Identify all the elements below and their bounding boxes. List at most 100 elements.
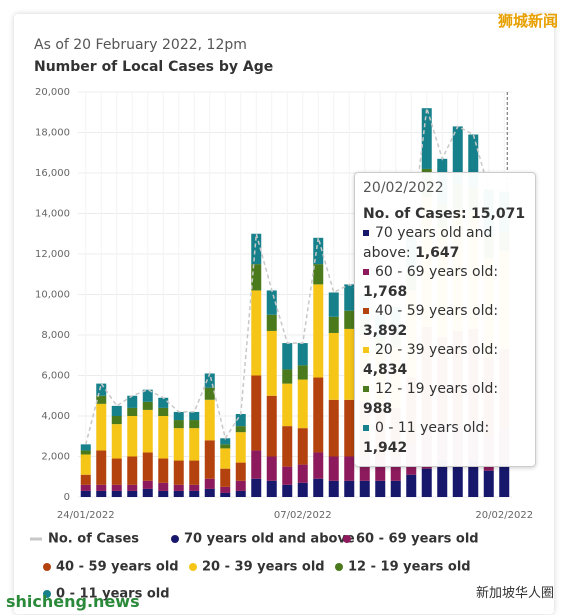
legend-swatch: [343, 535, 351, 543]
bar-segment: [142, 452, 153, 481]
tooltip-date: 20/02/2022: [363, 180, 444, 196]
bar-segment: [235, 480, 246, 491]
bar-segment: [220, 492, 231, 497]
bar-segment: [297, 464, 308, 483]
bar-segment: [204, 387, 215, 400]
bar-segment: [220, 444, 231, 449]
tooltip-item: 20 - 39 years old: 4,834: [363, 341, 529, 380]
bar-segment: [204, 488, 215, 497]
tooltip-swatch: [363, 269, 369, 275]
bar-segment: [251, 450, 262, 479]
y-tick-label: 20,000: [35, 87, 70, 98]
legend-swatch: [171, 535, 179, 543]
tooltip-item-value: 988: [363, 400, 393, 417]
chart-subtitle: As of 20 February 2022, 12pm: [34, 37, 247, 53]
bar-segment: [282, 369, 293, 384]
bar-segment: [80, 454, 91, 475]
legend-swatch: [189, 563, 197, 571]
y-tick-label: 6,000: [41, 371, 70, 382]
bar-segment: [421, 108, 432, 169]
legend-swatch: [43, 563, 51, 571]
bar-segment: [80, 444, 91, 451]
bar-segment: [111, 490, 122, 497]
bar-segment: [359, 480, 370, 497]
bar-segment: [173, 484, 184, 491]
bar-segment: [297, 428, 308, 465]
bar-segment: [127, 395, 138, 408]
bar-segment: [204, 373, 215, 388]
y-tick-label: 10,000: [35, 290, 70, 301]
bar-segment: [344, 328, 355, 400]
bar-segment: [235, 462, 246, 481]
bar-segment: [127, 484, 138, 491]
bar-segment: [158, 458, 169, 483]
tooltip-item: 60 - 69 years old: 1,768: [363, 263, 529, 302]
x-tick-label: 20/02/2022: [475, 510, 533, 521]
tooltip-item-label: 40 - 59 years old:: [375, 303, 499, 319]
bar-segment: [204, 440, 215, 479]
bar-segment: [251, 478, 262, 497]
bar-segment: [344, 456, 355, 481]
bar-segment: [251, 264, 262, 291]
bar-segment: [96, 484, 107, 491]
legend-label: 20 - 39 years old: [202, 560, 325, 575]
bar-segment: [173, 428, 184, 461]
y-tick-label: 16,000: [35, 168, 70, 179]
tooltip-item-label: 20 - 39 years old:: [375, 342, 499, 358]
bar-segment: [266, 314, 277, 331]
bar-segment: [173, 490, 184, 497]
y-tick-label: 14,000: [35, 209, 70, 220]
bar-segment: [80, 490, 91, 497]
tooltip-item-value: 1,768: [363, 283, 408, 300]
tooltip-total: No. of Cases: 15,071: [363, 205, 529, 225]
tooltip-item: 12 - 19 years old: 988: [363, 380, 529, 419]
bar-segment: [204, 478, 215, 489]
legend-label: 60 - 69 years old: [356, 532, 479, 547]
tooltip-swatch: [363, 347, 369, 353]
tooltip-swatch: [363, 425, 369, 431]
bar-segment: [142, 389, 153, 402]
bar-segment: [127, 490, 138, 497]
bar-segment: [96, 403, 107, 451]
bar-segment: [328, 316, 339, 333]
bar-segment: [111, 458, 122, 485]
bar-segment: [189, 460, 200, 485]
y-tick-label: 4,000: [41, 411, 70, 422]
bar-segment: [158, 407, 169, 416]
bar-segment: [96, 450, 107, 485]
bar-segment: [173, 460, 184, 485]
bar-segment: [127, 416, 138, 457]
bar-segment: [80, 474, 91, 485]
bar-segment: [111, 424, 122, 459]
bar-segment: [220, 486, 231, 493]
tooltip-swatch: [363, 386, 369, 392]
tooltip-item-value: 4,834: [363, 361, 408, 378]
bar-segment: [313, 478, 324, 497]
bar-segment: [313, 264, 324, 285]
watermark: 狮城新闻: [497, 12, 558, 30]
tooltip-item-label: 0 - 11 years old:: [375, 420, 490, 436]
bar-segment: [142, 480, 153, 489]
tooltip-total-value: 15,071: [471, 205, 526, 222]
bar-segment: [390, 456, 401, 481]
bar-segment: [282, 383, 293, 427]
bar-segment: [142, 401, 153, 410]
bar-segment: [406, 474, 417, 497]
tooltip-item: 70 years old and above: 1,647: [363, 224, 529, 263]
bar-segment: [127, 407, 138, 416]
chart-title: Number of Local Cases by Age: [34, 59, 273, 75]
bar-segment: [375, 480, 386, 497]
tooltip-item: 0 - 11 years old: 1,942: [363, 419, 529, 458]
bar-segment: [80, 484, 91, 491]
x-tick-label: 24/01/2022: [57, 510, 115, 521]
legend-label: 40 - 59 years old: [56, 560, 179, 575]
tooltip-items: 70 years old and above: 1,647 60 - 69 yea…: [363, 224, 529, 458]
bar-segment: [297, 379, 308, 429]
bar-segment: [251, 233, 262, 265]
watermark: 新加坡华人圈: [475, 586, 554, 601]
bar-segment: [437, 460, 448, 497]
bar-segment: [344, 284, 355, 311]
bar-segment: [111, 484, 122, 491]
legend-label: 70 years old and above: [184, 532, 355, 547]
bar-segment: [266, 290, 277, 315]
